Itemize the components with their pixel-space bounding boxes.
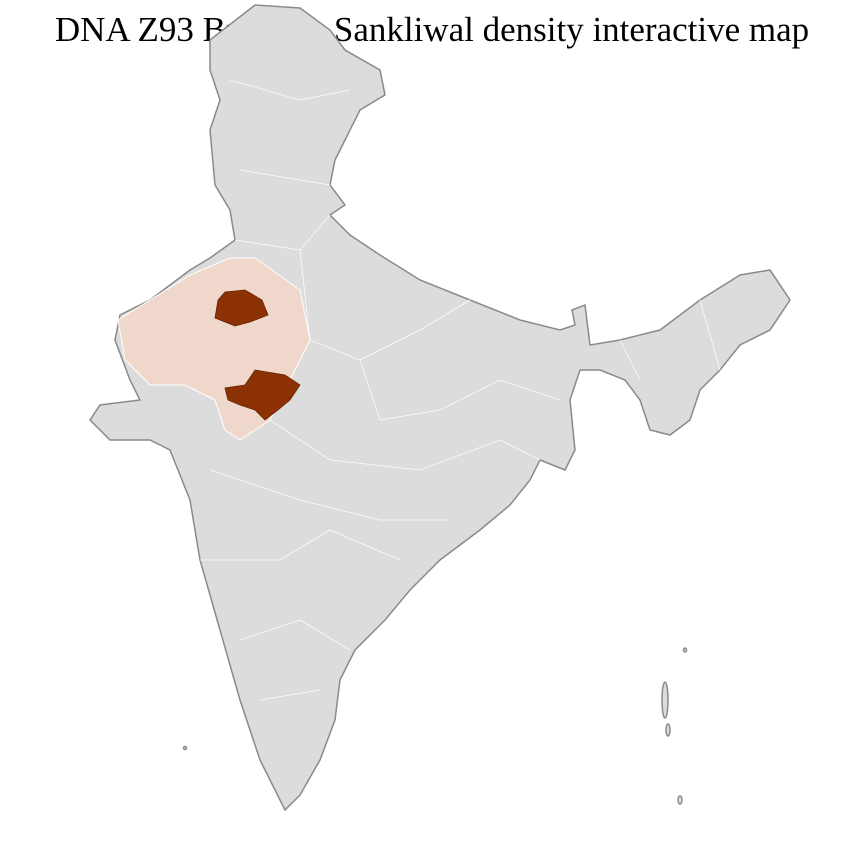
- map-title: DNA Z93 Brahmin Sankliwal density intera…: [54, 10, 810, 49]
- high-density-district-north[interactable]: [214, 289, 269, 327]
- district-boundaries: [200, 79, 721, 701]
- high-density-district-east[interactable]: [224, 369, 301, 421]
- andaman-nicobar-islands: [661, 647, 688, 805]
- lakshadweep-islands: [182, 745, 188, 751]
- india-outline: [89, 4, 791, 812]
